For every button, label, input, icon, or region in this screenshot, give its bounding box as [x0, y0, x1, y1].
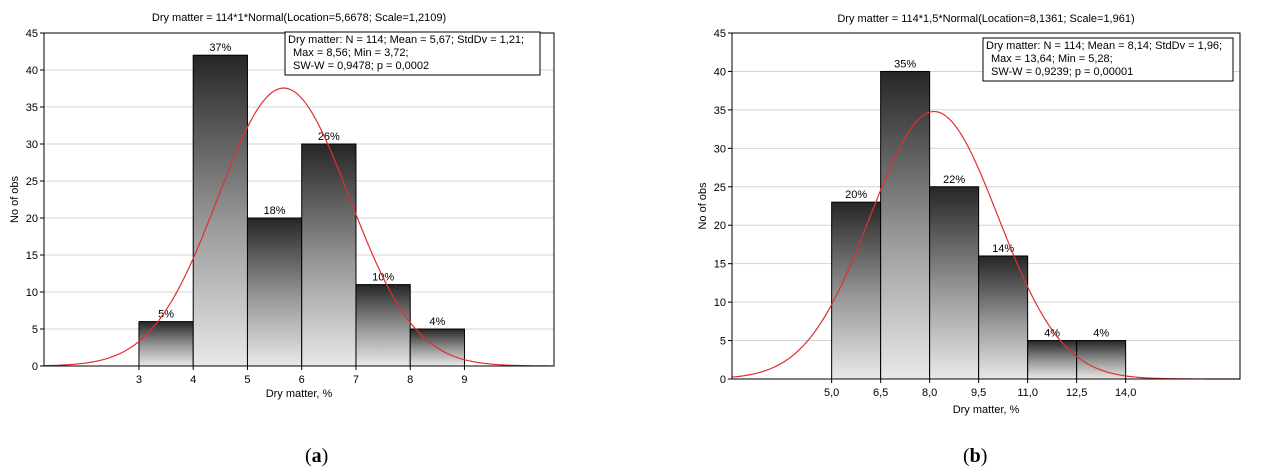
y-tick-label: 10: [26, 287, 38, 299]
histogram-bar: [1076, 340, 1127, 380]
stats-line: SW-W = 0,9239; p = 0,00001: [991, 66, 1133, 78]
y-tick-label: 45: [714, 28, 726, 40]
x-tick-label: 12,5: [1066, 387, 1087, 399]
bar-percent-label: 26%: [318, 131, 340, 143]
stats-line: Max = 8,56; Min = 3,72;: [293, 47, 409, 59]
normal-fit-curve: [43, 87, 555, 367]
plot-frame: [731, 32, 1241, 380]
y-tick-label: 0: [720, 374, 726, 386]
x-tick-label: 5: [244, 374, 250, 386]
x-tick-label: 9,5: [971, 387, 986, 399]
x-axis-label: Dry matter, %: [266, 388, 333, 400]
chart-title: Dry matter = 114*1,5*Normal(Location=8,1…: [837, 13, 1134, 25]
x-axis-label: Dry matter, %: [953, 404, 1020, 416]
y-tick-label: 35: [26, 102, 38, 114]
bar-percent-label: 37%: [209, 42, 231, 54]
x-tick-label: 3: [136, 374, 142, 386]
stats-line: Dry matter: N = 114; Mean = 5,67; StdDv …: [288, 34, 524, 46]
y-axis-label: No of obs: [697, 182, 709, 230]
bar-percent-label: 14%: [992, 243, 1014, 255]
x-tick-label: 11,0: [1017, 387, 1038, 399]
y-tick-label: 5: [32, 324, 38, 336]
x-tick-label: 8,0: [922, 387, 937, 399]
bar-percent-label: 20%: [845, 189, 867, 201]
x-tick-label: 6,5: [873, 387, 888, 399]
x-tick-label: 6: [299, 374, 305, 386]
x-tick-label: 5,0: [824, 387, 839, 399]
caption-b: (b): [963, 445, 988, 467]
stats-box: [284, 31, 541, 76]
x-tick-label: 14,0: [1115, 387, 1136, 399]
y-tick-label: 15: [26, 250, 38, 262]
histogram-bar: [192, 54, 248, 367]
x-tick-label: 8: [407, 374, 413, 386]
y-tick-label: 20: [26, 213, 38, 225]
y-tick-label: 10: [714, 297, 726, 309]
y-tick-label: 0: [32, 361, 38, 373]
stats-line: SW-W = 0,9478; p = 0,0002: [293, 60, 429, 72]
histogram-bar: [246, 217, 303, 367]
y-tick-label: 20: [714, 220, 726, 232]
histogram-bar: [301, 143, 357, 367]
stats-line: Dry matter: N = 114; Mean = 8,14; StdDv …: [986, 40, 1222, 52]
y-tick-label: 45: [26, 28, 38, 40]
y-tick-label: 40: [26, 65, 38, 77]
y-tick-label: 15: [714, 259, 726, 271]
y-axis-label: No of obs: [9, 175, 21, 223]
stats-line: Max = 13,64; Min = 5,28;: [991, 53, 1113, 65]
bar-percent-label: 4%: [1093, 328, 1109, 340]
y-tick-label: 25: [26, 176, 38, 188]
x-tick-label: 4: [190, 374, 196, 386]
histogram-bar: [1027, 340, 1078, 380]
y-tick-label: 30: [714, 143, 726, 155]
x-tick-label: 7: [353, 374, 359, 386]
bar-percent-label: 4%: [429, 316, 445, 328]
chart-title: Dry matter = 114*1*Normal(Location=5,667…: [152, 12, 446, 24]
chart-b: Dry matter = 114*1,5*Normal(Location=8,1…: [697, 13, 1241, 416]
histogram-bar: [355, 284, 411, 367]
histogram-bar: [929, 186, 980, 380]
bar-percent-label: 5%: [158, 309, 174, 321]
y-tick-label: 25: [714, 182, 726, 194]
y-tick-label: 5: [720, 336, 726, 348]
y-tick-label: 40: [714, 66, 726, 78]
x-tick-label: 9: [461, 374, 467, 386]
chart-a: Dry matter = 114*1*Normal(Location=5,667…: [9, 12, 555, 400]
histogram-bar: [138, 321, 194, 367]
stats-box: [982, 37, 1234, 82]
normal-fit-curve: [731, 110, 1240, 380]
y-tick-label: 30: [26, 139, 38, 151]
bar-percent-label: 18%: [264, 205, 286, 217]
y-tick-label: 35: [714, 105, 726, 117]
bar-percent-label: 35%: [894, 58, 916, 70]
caption-a: (a): [305, 445, 329, 467]
histogram-bar: [880, 70, 931, 380]
histogram-bar: [978, 255, 1029, 380]
bar-percent-label: 22%: [943, 174, 965, 186]
